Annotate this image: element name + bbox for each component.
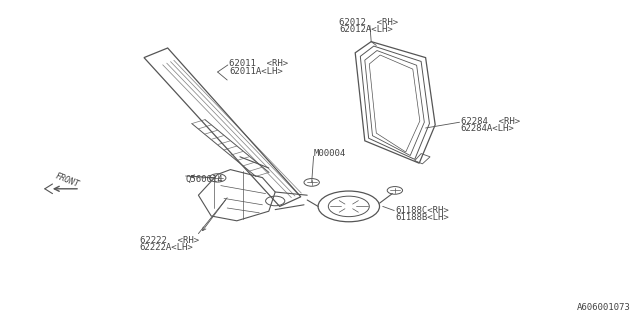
Text: 62284A<LH>: 62284A<LH>	[461, 124, 515, 133]
Text: 61188C<RH>: 61188C<RH>	[396, 206, 449, 215]
Text: 62284  <RH>: 62284 <RH>	[461, 117, 520, 126]
Text: 62011A<LH>: 62011A<LH>	[229, 67, 283, 76]
Text: 62222  <RH>: 62222 <RH>	[140, 236, 198, 245]
Text: Q560014: Q560014	[186, 175, 223, 184]
Text: 62012  <RH>: 62012 <RH>	[339, 18, 398, 27]
Text: 62011  <RH>: 62011 <RH>	[229, 60, 288, 68]
Text: 61188B<LH>: 61188B<LH>	[396, 213, 449, 222]
Text: 62012A<LH>: 62012A<LH>	[339, 25, 393, 34]
Text: M00004: M00004	[314, 149, 346, 158]
Text: FRONT: FRONT	[54, 172, 81, 190]
Text: A606001073: A606001073	[577, 303, 630, 312]
Text: 62222A<LH>: 62222A<LH>	[140, 243, 193, 252]
